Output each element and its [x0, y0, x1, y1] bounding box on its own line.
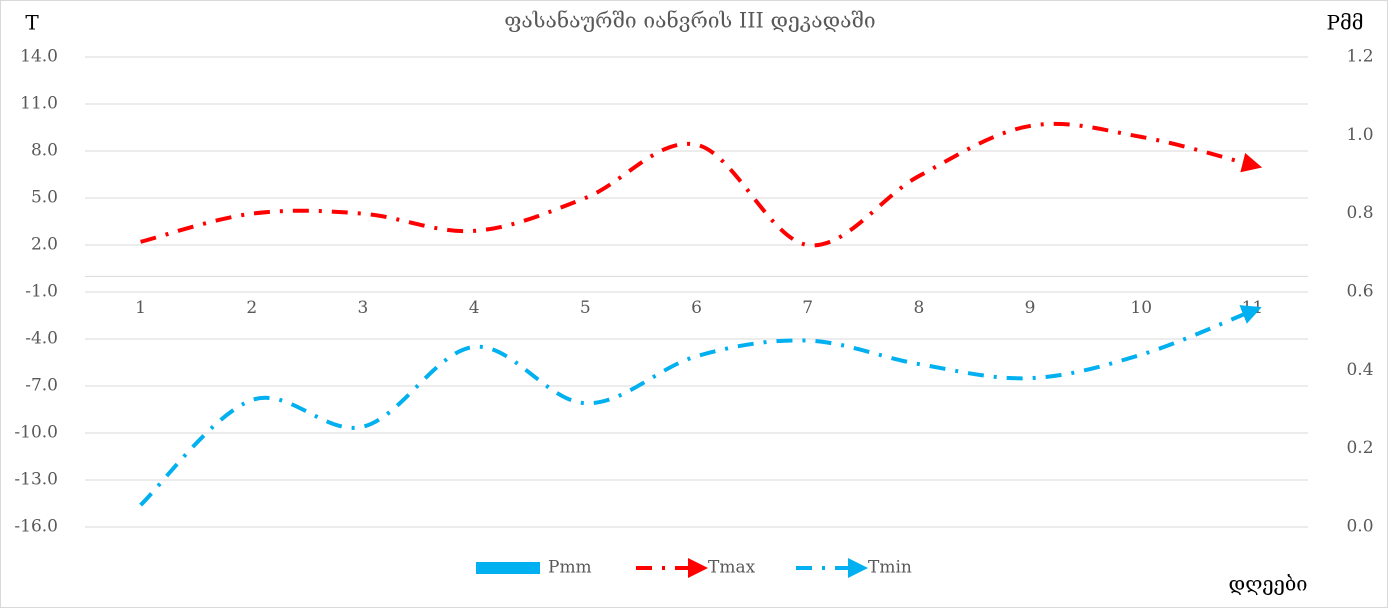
x-tick-label: 2: [246, 298, 257, 318]
y-tick-label: -13.0: [14, 470, 58, 490]
legend-label: Tmin: [868, 558, 912, 578]
legend-label: Pmm: [548, 558, 592, 578]
x-tick-label: 3: [358, 298, 369, 318]
y-tick-label: 11.0: [20, 94, 58, 114]
y-tick-label: -1.0: [25, 282, 58, 302]
x-tick-label: 7: [802, 298, 813, 318]
x-tick-label: 4: [469, 298, 480, 318]
legend-label: Tmax: [708, 558, 756, 578]
line-series: [140, 121, 1263, 248]
y2-tick-label: 1.2: [1346, 47, 1373, 67]
line-series: [139, 305, 1262, 507]
y2-tick-label: 0.4: [1346, 360, 1373, 380]
y2-tick-label: 1.0: [1346, 125, 1373, 145]
y-tick-label: -7.0: [25, 376, 58, 396]
y2-tick-label: 0.0: [1346, 517, 1373, 537]
y-tick-label: 2.0: [31, 235, 58, 255]
chart-title: ფასანაურში იანვრის III დეკადაში: [504, 9, 875, 33]
y2-tick-label: 0.2: [1346, 438, 1373, 458]
x-tick-label: 10: [1130, 298, 1152, 318]
y2-tick-label: 0.8: [1346, 203, 1373, 223]
x-tick-label: 8: [913, 298, 924, 318]
y-tick-label: 8.0: [31, 141, 58, 161]
legend-swatch: [476, 562, 540, 574]
y2-axis-label: Pმმ: [1327, 11, 1364, 35]
y-tick-label: -16.0: [14, 517, 58, 537]
x-tick-label: 6: [691, 298, 702, 318]
x-tick-label: 5: [580, 298, 591, 318]
y-tick-label: -10.0: [14, 423, 58, 443]
x-tick-label: 1: [135, 298, 146, 318]
y-tick-label: 14.0: [20, 47, 58, 67]
y2-tick-label: 0.6: [1346, 282, 1373, 302]
y-axis-label: T: [25, 11, 39, 35]
x-tick-label: 9: [1025, 298, 1036, 318]
y-tick-label: -4.0: [25, 329, 58, 349]
y-tick-label: 5.0: [31, 188, 58, 208]
x-axis-label: დღეები: [1229, 572, 1308, 596]
